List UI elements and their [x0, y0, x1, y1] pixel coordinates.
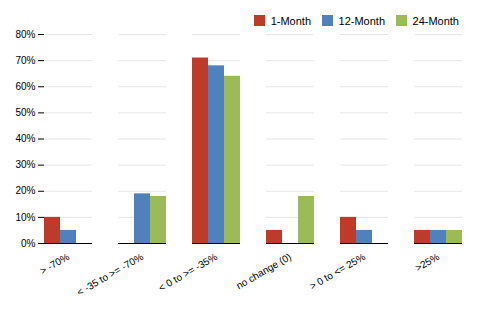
html-text:24-Month: 24-Month [412, 14, 459, 27]
svg-text:> 0 to <= 25%: > 0 to <= 25% [307, 251, 367, 292]
svg-text:>25%: >25% [413, 251, 441, 274]
svg-text:30%: 30% [15, 159, 35, 170]
svg-text:60%: 60% [15, 81, 35, 92]
svg-text:70%: 70% [15, 55, 35, 66]
svg-text:0%: 0% [21, 238, 36, 249]
svg-text:< -35 to >= -70%: < -35 to >= -70% [75, 251, 145, 298]
html-text:12-Month: 12-Month [338, 14, 385, 27]
svg-text:> -70%: > -70% [38, 251, 71, 277]
svg-text:< 0 to >= -35%: < 0 to >= -35% [157, 251, 220, 294]
svg-text:no change (0): no change (0) [234, 251, 293, 291]
svg-text:80%: 80% [15, 29, 35, 40]
svg-text:10%: 10% [15, 212, 35, 223]
svg-text:40%: 40% [15, 133, 35, 144]
html-text:1-Month: 1-Month [270, 14, 311, 27]
svg-text:50%: 50% [15, 107, 35, 118]
svg-text:20%: 20% [15, 185, 35, 196]
